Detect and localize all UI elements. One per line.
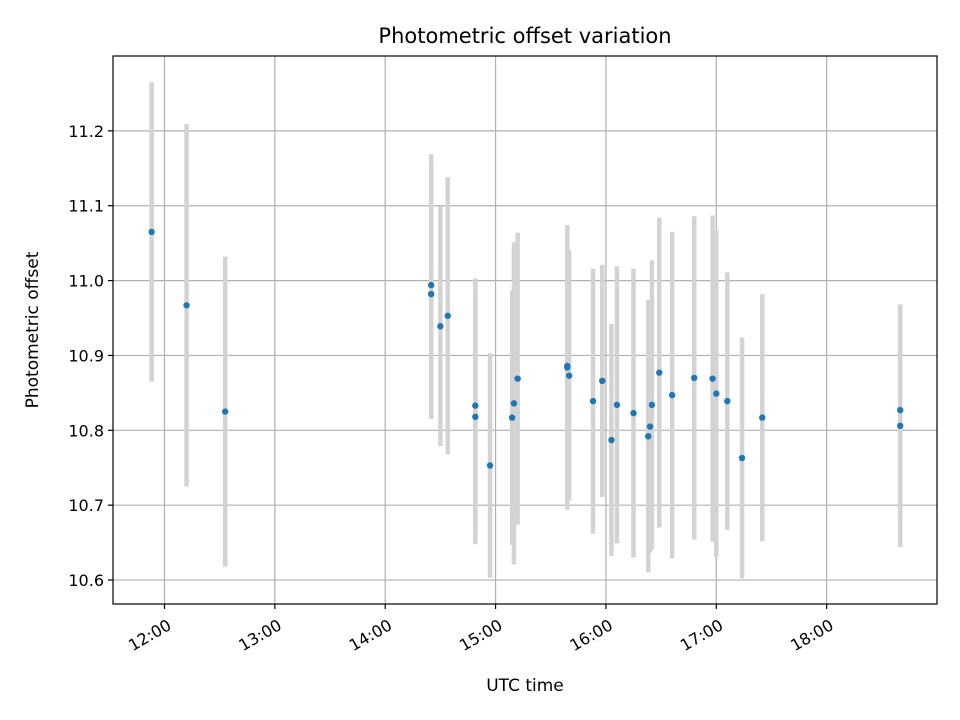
data-point: [183, 302, 190, 309]
x-tick-label: 13:00: [235, 615, 284, 655]
x-tick-label: 12:00: [125, 615, 174, 655]
x-tick-label: 16:00: [566, 615, 615, 655]
data-point: [599, 377, 606, 385]
x-tick-label: 15:00: [456, 615, 505, 655]
data-point: [472, 413, 479, 421]
data-point: [646, 423, 654, 430]
data-point: [724, 397, 731, 405]
x-tick-label: 14:00: [346, 615, 395, 655]
data-point: [427, 281, 435, 289]
data-point: [486, 462, 494, 469]
data-point: [897, 406, 904, 414]
data-point: [897, 422, 904, 430]
y-tick-label: 10.9: [68, 346, 104, 365]
data-point: [691, 374, 698, 382]
data-point: [514, 375, 521, 382]
chart-title: Photometric offset variation: [378, 24, 671, 48]
data-point: [668, 391, 676, 399]
y-axis-ticks: 10.6 10.7 10.8 10.9 11.0 11.1 11.2: [68, 122, 113, 590]
data-point: [508, 414, 516, 421]
data-point: [564, 362, 571, 370]
y-tick-label: 11.0: [68, 272, 104, 291]
y-tick-label: 11.2: [68, 122, 104, 141]
data-point: [656, 369, 663, 376]
data-point: [608, 436, 615, 444]
data-points: [148, 228, 904, 469]
data-point: [565, 372, 573, 379]
data-point: [472, 402, 479, 409]
data-point: [221, 408, 229, 415]
x-axis-ticks: 12:00 13:00 14:00 15:00 16:00 17:00 18:00: [125, 604, 837, 655]
error-bars: [149, 82, 903, 579]
data-point: [759, 414, 766, 421]
data-point: [148, 228, 155, 236]
data-point: [645, 433, 652, 440]
y-tick-label: 10.8: [68, 421, 104, 440]
data-point: [709, 375, 716, 382]
y-tick-label: 11.1: [68, 197, 104, 216]
plot-frame: [112, 55, 938, 605]
data-point: [613, 401, 621, 409]
data-point: [648, 401, 656, 409]
data-point: [444, 312, 451, 319]
data-point: [738, 454, 746, 462]
data-point: [510, 400, 518, 407]
y-tick-label: 10.7: [68, 496, 104, 515]
x-tick-label: 18:00: [787, 615, 836, 655]
data-point: [427, 290, 435, 298]
data-point: [437, 323, 444, 330]
y-axis-label: Photometric offset: [23, 251, 43, 408]
y-tick-label: 10.6: [68, 571, 104, 590]
x-tick-label: 17:00: [677, 615, 726, 655]
grid-lines: [113, 56, 937, 604]
data-point: [589, 397, 597, 405]
x-axis-label: UTC time: [486, 676, 564, 696]
data-point: [713, 390, 720, 397]
data-point: [630, 409, 637, 417]
